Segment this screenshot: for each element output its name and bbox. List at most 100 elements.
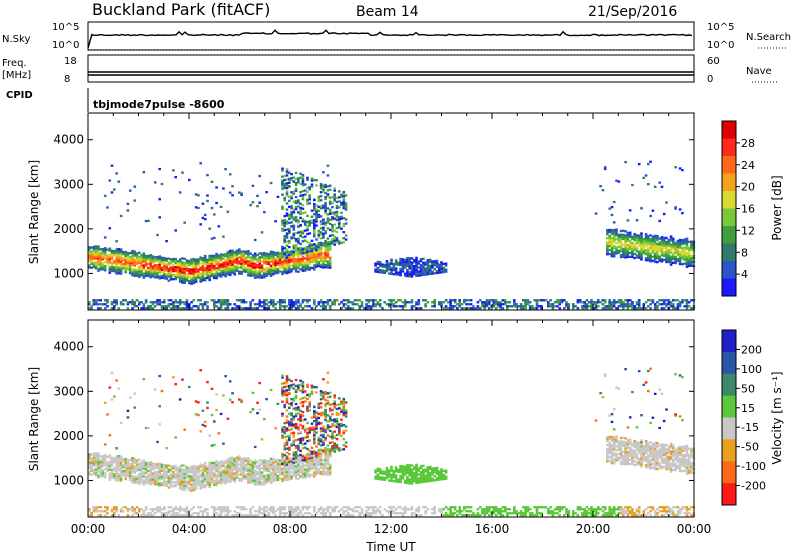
echo-cell: [272, 259, 275, 262]
echo-cell: [288, 227, 291, 231]
echo-cell: [101, 254, 105, 257]
echo-cell: [206, 268, 209, 271]
echo-cell: [138, 476, 141, 479]
echo-cell: [174, 468, 177, 472]
echo-cell: [413, 273, 416, 276]
echo-cell: [210, 264, 214, 268]
echo-cell: [317, 422, 321, 425]
echo-cell: [460, 303, 464, 306]
echo-cell: [281, 392, 284, 395]
echo-cell: [176, 481, 180, 484]
echo-cell: [119, 465, 123, 468]
echo-cell: [594, 303, 598, 306]
echo-cell: [297, 256, 300, 259]
echo-cell: [301, 180, 305, 183]
echo-cell: [203, 301, 207, 304]
echo-cell: [224, 253, 227, 256]
echo-cell: [383, 301, 386, 304]
echo-cell: [513, 303, 516, 306]
echo-cell: [99, 268, 102, 271]
echo-cell: [88, 307, 91, 310]
echo-cell: [244, 250, 248, 253]
echo-cell: [285, 461, 289, 464]
echo-cell: [687, 301, 691, 304]
echo-cell: [124, 477, 127, 481]
echo-cell: [281, 262, 284, 266]
echo-cell: [299, 389, 302, 392]
echo-cell: [376, 262, 380, 265]
echo-cell: [306, 475, 309, 478]
echo-cell: [644, 251, 648, 254]
echo-cell: [331, 224, 334, 227]
echo-cell: [294, 412, 298, 416]
echo-cell: [294, 307, 298, 310]
echo-cell: [624, 236, 627, 239]
echo-cell: [683, 252, 686, 255]
echo-cell: [113, 250, 116, 253]
echo-cell: [199, 475, 202, 478]
echo-cell: [288, 303, 291, 306]
echo-cell: [251, 467, 255, 470]
echo-cell: [417, 266, 421, 269]
echo-cell: [263, 254, 266, 257]
echo-cell: [272, 269, 275, 272]
echo-cell: [542, 299, 546, 302]
echo-cell: [185, 468, 189, 471]
echo-cell: [233, 267, 236, 270]
echo-cell: [549, 299, 552, 302]
echo-cell: [253, 465, 257, 468]
echo-cell: [149, 307, 152, 310]
echo-cell: [285, 447, 289, 450]
echo-cell: [290, 418, 293, 421]
echo-cell: [628, 299, 632, 302]
echo-cell: [233, 269, 236, 272]
echo-cell: [647, 305, 650, 308]
echo-cell: [131, 506, 134, 509]
echo-cell: [92, 470, 96, 474]
echo-cell: [281, 185, 284, 188]
echo-cell: [94, 267, 98, 270]
echo-cell: [122, 303, 125, 306]
echo-cell: [662, 299, 666, 302]
echo-cell: [319, 427, 323, 430]
echo-cell: [599, 185, 602, 188]
echo-cell: [288, 464, 291, 467]
echo-cell: [183, 271, 186, 274]
echo-cell: [301, 220, 305, 223]
echo-cell: [283, 263, 286, 266]
echo-cell: [415, 303, 418, 306]
echo-cell: [242, 250, 246, 253]
echo-cell: [635, 307, 639, 310]
echo-cell: [251, 270, 255, 273]
echo-cell: [315, 472, 318, 475]
echo-cell: [397, 273, 400, 276]
echo-cell: [662, 252, 666, 255]
echo-cell: [115, 252, 118, 255]
echo-cell: [610, 253, 614, 256]
echo-cell: [199, 276, 202, 279]
echo-cell: [612, 247, 616, 250]
echo-cell: [265, 514, 268, 517]
echo-cell: [160, 483, 164, 486]
echo-cell: [135, 256, 139, 259]
echo-cell: [651, 301, 655, 304]
echo-cell: [301, 196, 305, 199]
echo-cell: [210, 270, 214, 274]
echo-cell: [185, 301, 189, 304]
echo-cell: [251, 465, 255, 468]
echo-cell: [310, 177, 314, 180]
echo-cell: [269, 260, 273, 263]
echo-cell: [683, 238, 686, 241]
echo-cell: [165, 447, 168, 450]
echo-cell: [631, 307, 634, 310]
echo-cell: [233, 257, 236, 260]
echo-cell: [153, 264, 157, 267]
echo-cell: [292, 248, 296, 251]
echo-cell: [140, 272, 143, 275]
echo-cell: [272, 508, 275, 511]
echo-cell: [224, 480, 227, 483]
echo-cell: [669, 235, 673, 238]
echo-cell: [194, 258, 198, 261]
echo-cell: [210, 506, 214, 509]
echo-cell: [235, 251, 239, 254]
